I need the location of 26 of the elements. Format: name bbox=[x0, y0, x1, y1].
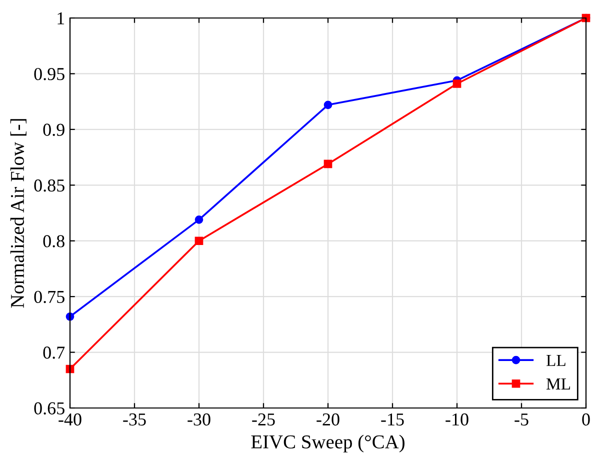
x-axis-title: EIVC Sweep (°CA) bbox=[251, 434, 404, 452]
y-tick-label: 0.7 bbox=[43, 346, 65, 359]
y-tick-label: 0.85 bbox=[34, 179, 64, 192]
legend-label: ML bbox=[546, 378, 570, 390]
x-tick-label: -30 bbox=[188, 413, 210, 426]
x-tick-label: -10 bbox=[446, 413, 468, 426]
y-tick-label: 0.95 bbox=[34, 68, 64, 80]
point bbox=[324, 100, 332, 110]
y-tick-label: 0.75 bbox=[34, 290, 64, 304]
point bbox=[324, 160, 332, 168]
point bbox=[452, 80, 462, 88]
y-tick-label: 0.8 bbox=[43, 235, 64, 248]
x-tick-label: -20 bbox=[316, 413, 340, 426]
y-tick-label: 0.65 bbox=[34, 402, 64, 415]
x-tick-label: -5 bbox=[514, 414, 528, 426]
x-tick-label: -25 bbox=[252, 413, 275, 426]
point bbox=[194, 216, 204, 224]
point bbox=[194, 236, 204, 246]
x-tick-label: -35 bbox=[123, 413, 146, 426]
y-axis-title: Normalized Air Flow [-] bbox=[10, 119, 26, 308]
legend-label: LL bbox=[546, 354, 566, 366]
x-tick-label: -40 bbox=[58, 413, 82, 426]
y-tick-label: 1 bbox=[58, 12, 64, 24]
x-tick-label: -15 bbox=[381, 413, 404, 426]
y-tick-label: 0.9 bbox=[43, 124, 64, 136]
x-tick-label: 0 bbox=[582, 413, 590, 426]
